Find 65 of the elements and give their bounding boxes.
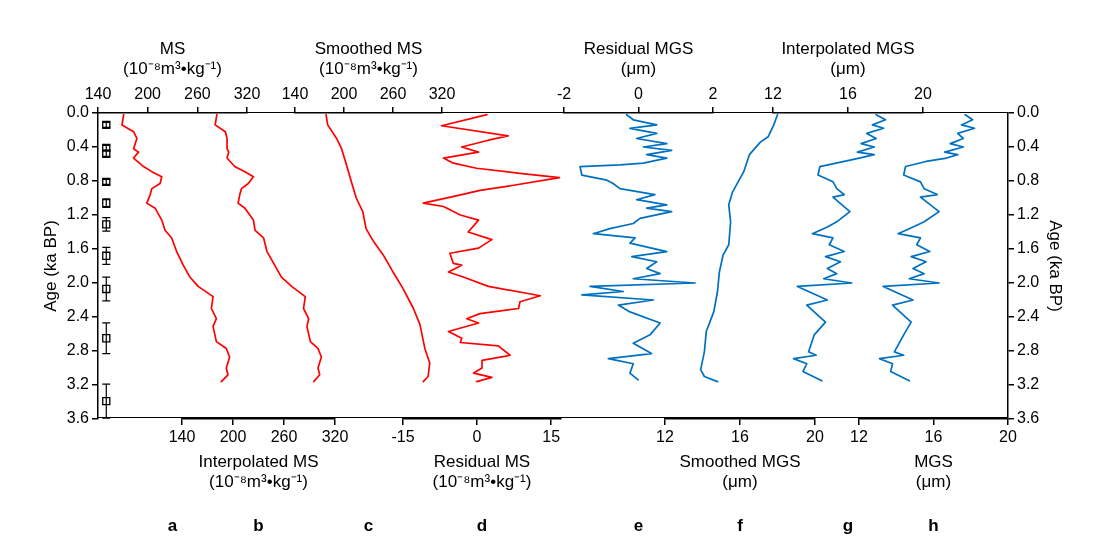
x-tick-label: 260 [270,428,298,446]
y-tick-label: 2.8 [66,341,90,359]
x-tick-label: 20 [806,428,824,446]
y-axis-title: Age (ka BP) [41,220,61,312]
y2-tick-label: 1.2 [1017,205,1040,223]
y-tick-label: 1.2 [66,205,90,223]
text: h [928,516,939,535]
x-axis-title: MGS (μm) [914,452,953,492]
x-tick-label: 140 [84,84,112,102]
x-tick-label: 16 [839,84,857,102]
x-tick-label: 16 [924,428,943,446]
x-tick-label: 140 [281,84,309,102]
x-tick-label: 15 [542,428,561,446]
x-tick-label: 16 [731,428,749,446]
x-tick-label: 320 [428,84,456,102]
y-tick-label: 3.2 [66,375,90,393]
text: c [363,516,374,535]
y-tick-label: 3.6 [66,409,90,427]
text: e [633,516,644,535]
x-axis-title: Residual MGS (μm) [583,38,694,79]
text: d [476,516,488,535]
y-tick-label: 1.6 [66,239,90,257]
x-tick-label: 320 [321,428,349,446]
x-tick-label: -2 [556,84,572,102]
y-tick-label: 0.4 [66,137,90,155]
x-tick-label: 0 [634,84,644,102]
x-tick-label: 12 [850,428,868,446]
x-tick-label: 200 [330,84,358,102]
x-axis-title: Interpolated MS (10⁻⁸m³•kg⁻¹) [198,452,319,492]
x-axis-title: MS (10⁻⁸m³•kg⁻¹) [123,38,222,79]
x-axis-title: Residual MS (10⁻⁸m³•kg⁻¹) [432,452,532,492]
y-tick-label: 0.0 [66,103,90,121]
y-tick-label: 2.4 [66,307,90,325]
y2-tick-label: 0.4 [1017,137,1040,155]
y2-axis-title: Age (ka BP) [1045,220,1065,312]
y2-tick-label: 0.0 [1017,103,1040,121]
text: f [737,516,744,535]
y-tick-label: 2.0 [66,273,90,291]
y2-tick-label: 2.4 [1017,307,1040,325]
x-tick-label: 2 [708,84,718,102]
text: b [253,516,264,535]
text: g [842,516,854,535]
y2-tick-label: 1.6 [1017,239,1040,257]
x-tick-label: -15 [391,428,415,446]
text: a [167,516,178,535]
x-axis-title: Interpolated MGS (μm) [781,38,915,79]
x-tick-label: 260 [183,84,211,102]
x-tick-label: 200 [219,428,247,446]
x-axis-title: Smoothed MS (10⁻⁸m³•kg⁻¹) [314,38,423,79]
y2-tick-label: 3.2 [1017,375,1040,393]
x-tick-label: 320 [233,84,261,102]
x-tick-label: 140 [168,428,196,446]
y2-tick-label: 3.6 [1017,409,1040,427]
x-tick-label: 260 [379,84,407,102]
x-tick-label: 12 [764,84,782,102]
x-axis-title: Smoothed MGS (μm) [679,452,801,492]
x-tick-label: 20 [999,428,1017,446]
y2-tick-label: 2.0 [1017,273,1040,291]
x-tick-label: 12 [656,428,674,446]
x-tick-label: 20 [914,84,932,102]
x-tick-label: 200 [134,84,162,102]
y2-tick-label: 0.8 [1017,171,1040,189]
y2-tick-label: 2.8 [1017,341,1040,359]
x-tick-label: 0 [472,428,482,446]
y-tick-label: 0.8 [66,171,90,189]
